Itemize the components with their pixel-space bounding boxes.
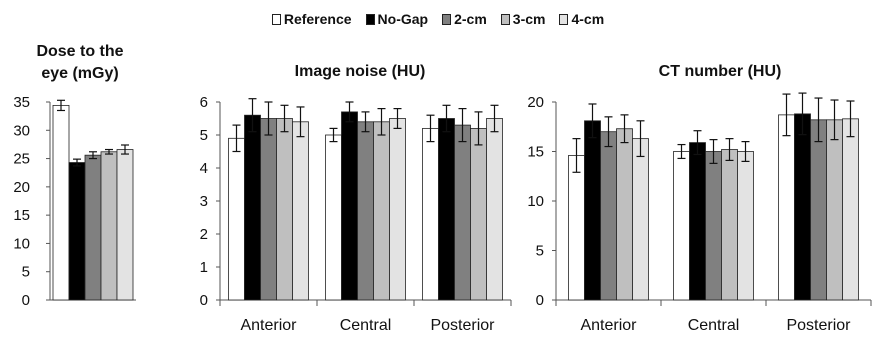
panel-ct: CT number (HU) 0 5 10 15 20 Anterior Central Pos… bbox=[527, 63, 872, 334]
y-tick-label-dose: 25 bbox=[13, 151, 30, 168]
bar-ct-reference bbox=[778, 114, 795, 301]
bar-noise-4-cm bbox=[486, 118, 503, 301]
bar-dose-reference bbox=[52, 104, 70, 301]
bar-noise-no-gap bbox=[438, 118, 455, 301]
y-tick-label-ct: 5 bbox=[536, 243, 544, 260]
bar-ct-2-cm bbox=[600, 131, 617, 301]
bar-ct-3-cm bbox=[826, 119, 843, 301]
panel-title-dose: eye (mGy) bbox=[41, 65, 118, 82]
bar-noise-4-cm bbox=[292, 121, 309, 301]
legend-label-3cm: 3-cm bbox=[512, 11, 546, 27]
y-tick-label-noise: 6 bbox=[200, 94, 208, 111]
bar-ct-4-cm bbox=[632, 138, 649, 301]
legend-label-reference: Reference bbox=[283, 11, 352, 27]
legend-swatch-reference bbox=[271, 13, 281, 25]
bar-noise-3-cm bbox=[276, 118, 293, 301]
y-tick-label-noise: 3 bbox=[200, 193, 208, 210]
legend-swatch-3cm bbox=[500, 13, 510, 25]
panel-dose: Dose to the eye (mGy) 0 5 10 15 20 25 30 35 bbox=[13, 43, 136, 309]
bar-dose-3-cm bbox=[100, 151, 118, 301]
y-tick-label-noise: 0 bbox=[200, 292, 208, 309]
bar-ct-2-cm bbox=[705, 151, 722, 301]
bar-dose-no-gap bbox=[68, 162, 86, 301]
legend-label-no-gap: No-Gap bbox=[377, 11, 429, 27]
y-tick-label-ct: 20 bbox=[527, 94, 544, 111]
bar-noise-3-cm bbox=[373, 121, 390, 301]
y-tick-label-noise: 4 bbox=[200, 160, 208, 177]
legend-item-2cm: 2-cm bbox=[442, 11, 487, 27]
y-tick-label-dose: 10 bbox=[13, 235, 30, 252]
bar-ct-reference bbox=[568, 155, 585, 301]
y-tick-label-dose: 35 bbox=[13, 94, 30, 111]
panel-title-dose: Dose to the bbox=[36, 43, 123, 60]
y-tick-label-ct: 10 bbox=[527, 193, 544, 210]
x-category-label-noise: Central bbox=[340, 317, 392, 334]
legend-item-no-gap: No-Gap bbox=[365, 11, 429, 27]
bar-ct-3-cm bbox=[721, 149, 738, 301]
x-category-label-ct: Central bbox=[688, 317, 740, 334]
y-tick-label-ct: 0 bbox=[536, 292, 544, 309]
bar-dose-4-cm bbox=[116, 149, 134, 301]
bar-noise-no-gap bbox=[244, 114, 261, 301]
bar-noise-2-cm bbox=[260, 118, 277, 301]
panel-title-noise: Image noise (HU) bbox=[295, 63, 426, 80]
bar-ct-4-cm bbox=[842, 118, 859, 301]
bar-noise-2-cm bbox=[357, 121, 374, 301]
y-tick-label-noise: 1 bbox=[200, 259, 208, 276]
bar-ct-4-cm bbox=[737, 151, 754, 301]
legend-item-3cm: 3-cm bbox=[500, 11, 546, 27]
bar-ct-no-gap bbox=[794, 113, 811, 301]
bar-noise-no-gap bbox=[341, 111, 358, 301]
bar-noise-4-cm bbox=[389, 118, 406, 301]
bar-dose-2-cm bbox=[84, 154, 102, 301]
x-category-label-ct: Anterior bbox=[580, 317, 637, 334]
x-category-label-ct: Posterior bbox=[786, 317, 851, 334]
bar-noise-reference bbox=[228, 137, 245, 301]
y-tick-label-dose: 0 bbox=[22, 292, 30, 309]
bar-noise-3-cm bbox=[470, 127, 487, 301]
y-tick-label-noise: 2 bbox=[200, 226, 208, 243]
bar-ct-reference bbox=[673, 151, 690, 301]
y-tick-label-noise: 5 bbox=[200, 127, 208, 144]
y-tick-label-dose: 20 bbox=[13, 179, 30, 196]
y-tick-label-dose: 30 bbox=[13, 122, 30, 139]
panel-noise: Image noise (HU) 0 1 2 3 4 5 6 Anterior Central Po… bbox=[200, 63, 512, 334]
legend-item-4cm: 4-cm bbox=[559, 11, 604, 27]
bar-ct-no-gap bbox=[584, 120, 601, 301]
y-tick-label-dose: 5 bbox=[22, 264, 30, 281]
bar-noise-reference bbox=[325, 134, 342, 301]
chart-legend: Reference No-Gap 2-cm 3-cm 4-cm bbox=[0, 8, 876, 30]
legend-swatch-no-gap bbox=[365, 13, 375, 25]
legend-label-4cm: 4-cm bbox=[571, 11, 605, 27]
x-category-label-noise: Anterior bbox=[240, 317, 297, 334]
legend-swatch-4cm bbox=[559, 13, 569, 25]
bar-noise-reference bbox=[422, 127, 439, 301]
legend-label-2cm: 2-cm bbox=[454, 11, 487, 27]
legend-item-reference: Reference bbox=[271, 11, 352, 27]
y-tick-label-ct: 15 bbox=[527, 144, 544, 161]
bar-ct-3-cm bbox=[616, 128, 633, 301]
x-category-label-noise: Posterior bbox=[430, 317, 495, 334]
y-tick-label-dose: 15 bbox=[13, 207, 30, 224]
bar-noise-2-cm bbox=[454, 124, 471, 301]
bar-ct-2-cm bbox=[810, 119, 827, 301]
panel-title-ct: CT number (HU) bbox=[659, 63, 782, 80]
legend-swatch-2cm bbox=[442, 13, 452, 25]
bar-ct-no-gap bbox=[689, 142, 706, 301]
